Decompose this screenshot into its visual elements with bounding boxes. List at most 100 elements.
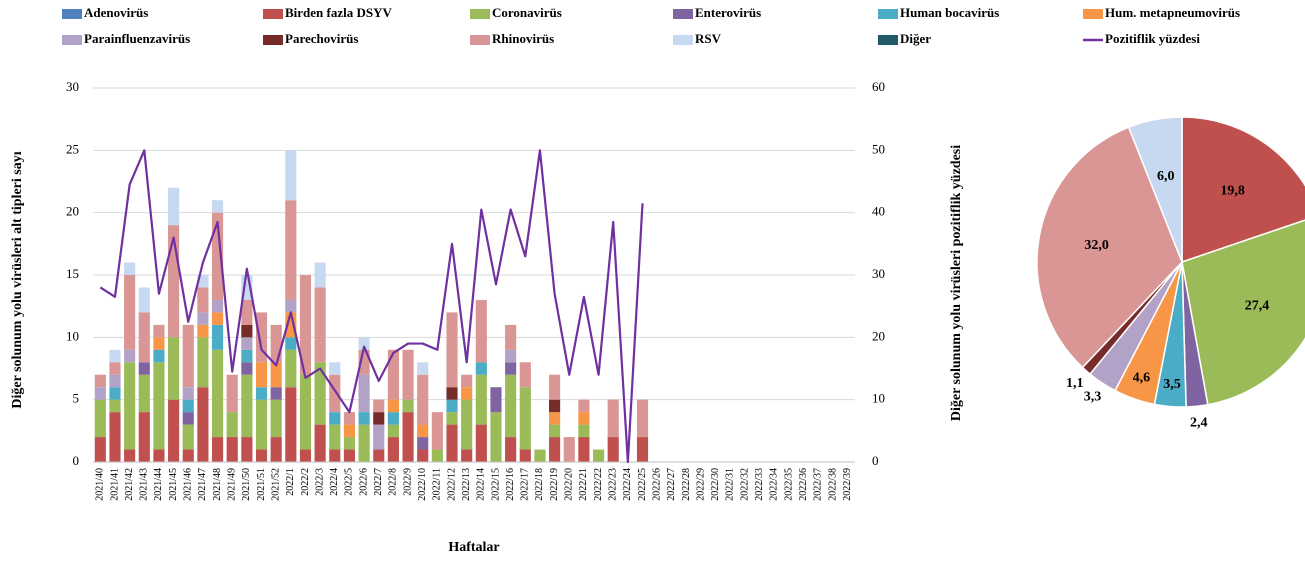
bar-segment bbox=[446, 424, 458, 462]
bar-segment bbox=[592, 449, 605, 462]
bar-segment bbox=[241, 275, 253, 300]
legend-label: Parechovirüs bbox=[285, 31, 358, 46]
x-tick-label: 2022/19 bbox=[549, 468, 560, 501]
bar-segment bbox=[329, 449, 341, 462]
x-tick-label: 2022/7 bbox=[373, 468, 384, 496]
bar-segment bbox=[343, 424, 356, 438]
bar-segment bbox=[402, 349, 414, 400]
bar-segment bbox=[607, 399, 619, 438]
pie-slice bbox=[1181, 116, 1305, 264]
y2-tick-label: 20 bbox=[872, 328, 885, 343]
pie-label: 3,3 bbox=[1084, 390, 1102, 405]
x-tick-label: 2022/15 bbox=[490, 468, 501, 501]
bar-segment bbox=[285, 337, 297, 350]
y-tick-label: 10 bbox=[66, 328, 79, 343]
bar-segment bbox=[358, 349, 370, 375]
x-tick-label: 2022/9 bbox=[402, 468, 413, 496]
bar-segment bbox=[109, 387, 121, 400]
bar-segment bbox=[417, 362, 429, 375]
bar-segment bbox=[358, 412, 370, 425]
bar-segment bbox=[417, 437, 429, 450]
x-tick-label: 2022/27 bbox=[666, 468, 677, 501]
bar-segment bbox=[446, 412, 458, 425]
legend-label: Coronavirüs bbox=[492, 5, 562, 20]
bar-segment bbox=[534, 449, 546, 462]
bar-segment bbox=[211, 312, 224, 325]
x-tick-label: 2022/37 bbox=[813, 468, 824, 501]
bar-segment bbox=[519, 449, 531, 462]
y2-tick-label: 40 bbox=[872, 204, 885, 219]
bar-segment bbox=[475, 362, 487, 375]
x-tick-label: 2022/3 bbox=[314, 468, 325, 496]
x-tick-label: 2021/50 bbox=[241, 468, 252, 501]
bar-segment bbox=[549, 437, 561, 462]
bar-segment bbox=[197, 387, 209, 462]
bar-segment bbox=[299, 275, 312, 375]
x-tick-label: 2021/40 bbox=[95, 468, 106, 501]
x-tick-label: 2021/42 bbox=[124, 468, 135, 501]
x-tick-label: 2021/47 bbox=[197, 468, 208, 501]
legend-label: Diğer bbox=[900, 31, 931, 46]
bar-segment bbox=[329, 362, 341, 375]
bar-segment bbox=[94, 387, 106, 400]
bar-segment bbox=[197, 287, 209, 313]
legend-label: Birden fazla DSYV bbox=[285, 5, 393, 20]
bar-segment bbox=[446, 399, 458, 413]
bar-segment bbox=[153, 337, 165, 350]
pie-label: 19,8 bbox=[1220, 183, 1245, 198]
x-tick-label: 2022/12 bbox=[446, 468, 457, 501]
bar-segment bbox=[358, 374, 370, 413]
bar-segment bbox=[461, 399, 473, 450]
legend-swatch bbox=[878, 9, 898, 19]
x-tick-label: 2021/52 bbox=[270, 468, 281, 501]
bar-segment bbox=[168, 187, 180, 226]
bar-segment bbox=[124, 362, 136, 450]
x-tick-label: 2022/20 bbox=[564, 468, 575, 501]
bar-segment bbox=[241, 299, 253, 325]
x-tick-label: 2022/29 bbox=[695, 468, 706, 501]
bar-segment bbox=[461, 374, 473, 388]
bar-segment bbox=[270, 387, 282, 400]
x-tick-label: 2022/8 bbox=[388, 468, 399, 496]
bar-segment bbox=[431, 412, 443, 450]
bar-segment bbox=[182, 324, 194, 388]
bar-segment bbox=[285, 387, 297, 462]
bar-segment bbox=[197, 324, 209, 338]
x-tick-label: 2022/18 bbox=[534, 468, 545, 501]
bar-segment bbox=[138, 362, 150, 375]
legend-label: Hum. metapneumovirüs bbox=[1105, 5, 1240, 20]
x-tick-label: 2022/11 bbox=[432, 468, 443, 500]
y-axis-title: Diğer solunum yolu virüsleri alt tipleri… bbox=[10, 151, 25, 408]
x-tick-label: 2022/21 bbox=[578, 468, 589, 501]
bar-segment bbox=[387, 412, 399, 425]
bar-segment bbox=[329, 412, 341, 425]
bar-segment bbox=[578, 424, 590, 438]
bar-segment bbox=[168, 337, 180, 400]
legend-swatch bbox=[878, 35, 898, 45]
y-tick-label: 20 bbox=[66, 204, 79, 219]
bar-segment bbox=[168, 225, 180, 338]
bar-segment bbox=[255, 312, 268, 363]
x-tick-label: 2021/44 bbox=[153, 468, 164, 501]
bar-segment bbox=[241, 362, 253, 375]
bar-segment bbox=[358, 424, 370, 462]
bar-segment bbox=[475, 424, 487, 462]
legend-swatch bbox=[1083, 9, 1103, 19]
bar-segment bbox=[124, 262, 136, 275]
bar-segment bbox=[387, 424, 399, 438]
bar-segment bbox=[329, 424, 341, 450]
bar-segment bbox=[153, 349, 165, 363]
bar-segment bbox=[255, 387, 268, 400]
bar-segment bbox=[314, 424, 326, 462]
x-tick-label: 2022/16 bbox=[505, 468, 516, 501]
bar-segment bbox=[241, 349, 253, 363]
x-tick-label: 2022/5 bbox=[344, 468, 355, 496]
bar-segment bbox=[270, 437, 282, 462]
bar-segment bbox=[285, 349, 297, 388]
bar-segment bbox=[138, 287, 150, 313]
x-tick-label: 2022/26 bbox=[651, 468, 662, 501]
y2-axis-title: Diğer solunum yolu virüsleri pozitiflik … bbox=[949, 145, 964, 421]
bar-segment bbox=[138, 374, 150, 413]
bar-segment bbox=[475, 374, 487, 425]
